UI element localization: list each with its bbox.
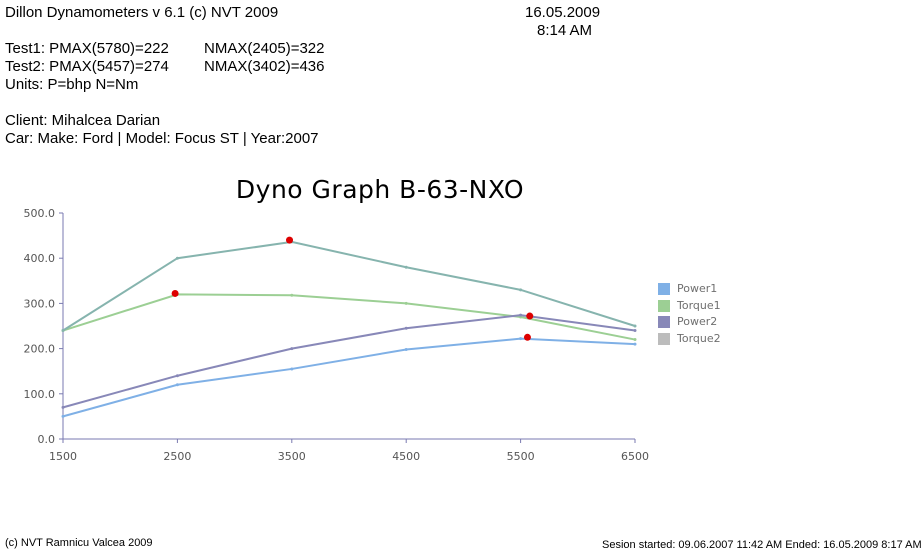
max-marker-torque1 bbox=[171, 289, 179, 297]
data-point-torque2 bbox=[404, 265, 408, 269]
legend-swatch bbox=[658, 332, 670, 345]
data-point-power2 bbox=[404, 326, 408, 330]
data-point-torque1 bbox=[290, 293, 294, 297]
y-tick-label: 100.0 bbox=[24, 388, 56, 401]
legend-label: Torque1 bbox=[677, 298, 721, 312]
data-point-power2 bbox=[519, 313, 523, 317]
data-point-power1 bbox=[519, 337, 523, 341]
x-tick-label: 5500 bbox=[507, 450, 535, 463]
data-point-torque2 bbox=[175, 256, 179, 260]
data-point-power2 bbox=[175, 374, 179, 378]
series-line-power1 bbox=[62, 337, 636, 418]
y-tick-label: 500.0 bbox=[24, 207, 56, 220]
data-point-power1 bbox=[633, 342, 637, 346]
x-tick-label: 3500 bbox=[278, 450, 306, 463]
test2-nmax: NMAX(3402)=436 bbox=[204, 58, 325, 75]
max-marker-torque2 bbox=[286, 236, 294, 244]
copyright-footer: (c) NVT Ramnicu Valcea 2009 bbox=[5, 537, 153, 549]
test1-pmax: Test1: PMAX(5780)=222 bbox=[5, 40, 169, 57]
series-line-torque1 bbox=[62, 293, 636, 341]
max-marker-power1 bbox=[523, 333, 531, 341]
x-tick-label: 2500 bbox=[163, 450, 191, 463]
data-point-power2 bbox=[633, 329, 637, 333]
series-line-power2 bbox=[62, 314, 636, 409]
y-tick-label: 0.0 bbox=[38, 433, 56, 446]
x-tick-label: 1500 bbox=[49, 450, 77, 463]
test1-nmax: NMAX(2405)=322 bbox=[204, 40, 325, 57]
report-date: 16.05.2009 bbox=[525, 4, 601, 21]
data-point-power2 bbox=[61, 405, 65, 409]
y-tick-label: 300.0 bbox=[24, 297, 56, 310]
y-tick-label: 200.0 bbox=[24, 343, 56, 356]
x-tick-label: 6500 bbox=[621, 450, 649, 463]
data-point-power1 bbox=[404, 348, 408, 352]
y-tick-label: 400.0 bbox=[24, 252, 56, 265]
data-point-power1 bbox=[61, 414, 65, 418]
session-footer: Sesion started: 09.06.2007 11:42 AM Ende… bbox=[602, 539, 922, 551]
test2-pmax: Test2: PMAX(5457)=274 bbox=[5, 58, 169, 75]
car-label: Car: Make: Ford | Model: Focus ST | Year… bbox=[5, 130, 319, 147]
series-line-torque2 bbox=[62, 240, 636, 332]
legend-label: Torque2 bbox=[677, 331, 721, 345]
data-point-power1 bbox=[290, 367, 294, 371]
data-point-torque2 bbox=[519, 288, 523, 292]
legend-swatch bbox=[658, 299, 670, 312]
legend-swatch bbox=[658, 283, 670, 295]
data-point-power1 bbox=[175, 383, 179, 387]
report-time: 8:14 AM bbox=[537, 22, 593, 39]
client-label: Client: Mihalcea Darian bbox=[5, 112, 161, 129]
units-label: Units: P=bhp N=Nm bbox=[5, 76, 139, 93]
data-point-torque2 bbox=[61, 329, 65, 333]
data-point-torque1 bbox=[404, 301, 408, 305]
chart-title: Dyno Graph B-63-NXO bbox=[235, 175, 525, 204]
data-point-torque2 bbox=[633, 324, 637, 328]
data-point-power2 bbox=[290, 347, 294, 351]
data-point-torque1 bbox=[633, 338, 637, 342]
legend-label: Power2 bbox=[677, 315, 718, 328]
legend-label: Power1 bbox=[677, 282, 718, 295]
app-title: Dillon Dynamometers v 6.1 (c) NVT 2009 bbox=[5, 4, 279, 21]
legend-swatch bbox=[658, 316, 670, 328]
max-marker-power2 bbox=[526, 312, 534, 320]
x-tick-label: 4500 bbox=[392, 450, 420, 463]
